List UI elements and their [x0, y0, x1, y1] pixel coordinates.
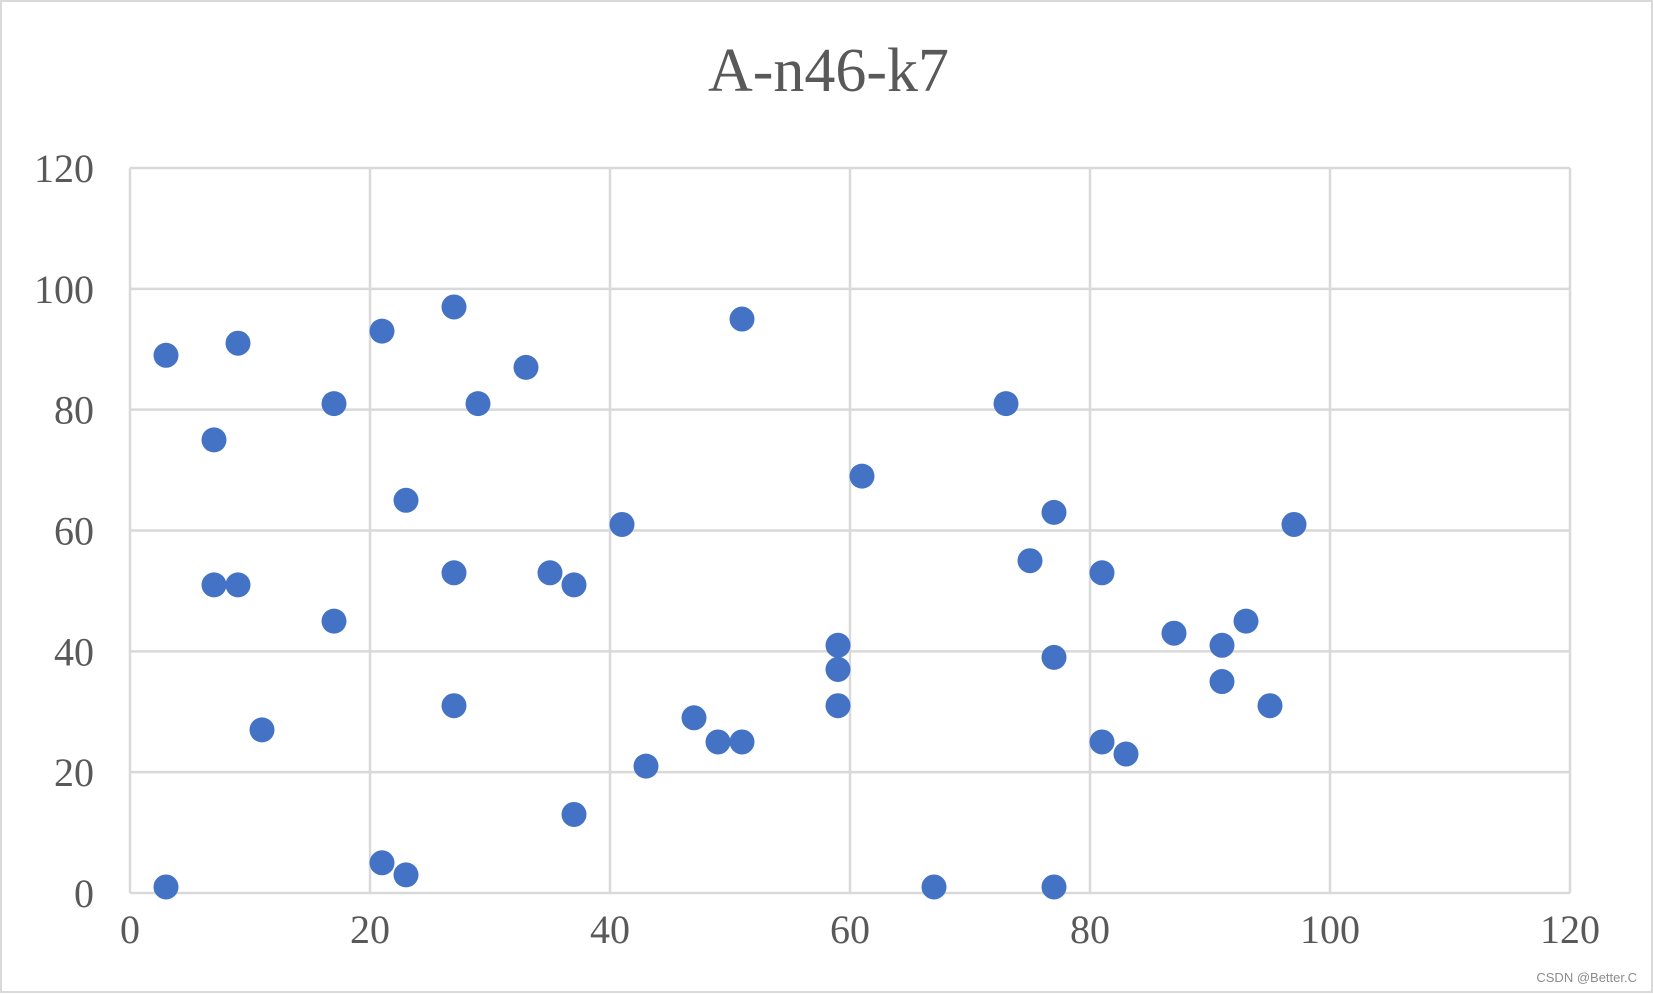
x-tick-label: 0 — [120, 907, 140, 952]
data-point — [393, 487, 419, 513]
data-point — [465, 391, 491, 417]
data-point — [537, 560, 563, 586]
data-point — [561, 572, 587, 598]
data-point — [825, 656, 851, 682]
y-tick-label: 40 — [54, 629, 94, 674]
y-tick-label: 80 — [54, 388, 94, 433]
y-tick-label: 0 — [74, 871, 94, 916]
y-tick-label: 120 — [34, 146, 94, 191]
data-point — [441, 560, 467, 586]
data-point — [561, 801, 587, 827]
data-point — [513, 354, 539, 380]
data-point — [201, 427, 227, 453]
data-point — [681, 705, 707, 731]
data-point — [1089, 729, 1115, 755]
data-point — [921, 874, 947, 900]
data-point — [705, 729, 731, 755]
data-point — [849, 463, 875, 489]
data-point — [1209, 669, 1235, 695]
data-point — [153, 342, 179, 368]
x-tick-label: 20 — [350, 907, 390, 952]
data-point — [609, 511, 635, 537]
data-point — [633, 753, 659, 779]
data-point — [225, 572, 251, 598]
data-point — [441, 693, 467, 719]
data-point — [1161, 620, 1187, 646]
grid-layer — [128, 166, 1572, 895]
data-point — [1041, 644, 1067, 670]
data-point — [1041, 499, 1067, 525]
data-point — [825, 632, 851, 658]
data-point — [441, 294, 467, 320]
data-point — [321, 608, 347, 634]
data-point — [369, 850, 395, 876]
data-point — [1017, 548, 1043, 574]
data-point — [729, 306, 755, 332]
data-point — [825, 693, 851, 719]
axis-layer: 0 20 40 60 80 100 120 0 20 40 60 80 100 120 — [34, 146, 1600, 952]
data-point — [393, 862, 419, 888]
data-point — [1089, 560, 1115, 586]
y-tick-label: 20 — [54, 750, 94, 795]
data-point — [729, 729, 755, 755]
x-tick-label: 60 — [830, 907, 870, 952]
y-tick-label: 100 — [34, 267, 94, 312]
x-tick-label: 80 — [1070, 907, 1110, 952]
data-point — [153, 874, 179, 900]
y-tick-label: 60 — [54, 509, 94, 554]
x-tick-label: 120 — [1540, 907, 1600, 952]
watermark: CSDN @Better.C — [1536, 970, 1637, 985]
data-point — [1233, 608, 1259, 634]
data-point — [369, 318, 395, 344]
data-point — [1281, 511, 1307, 537]
data-point — [321, 391, 347, 417]
data-point — [1113, 741, 1139, 767]
x-tick-label: 100 — [1300, 907, 1360, 952]
x-tick-label: 40 — [590, 907, 630, 952]
data-point — [1209, 632, 1235, 658]
data-point — [225, 330, 251, 356]
points-layer — [153, 294, 1307, 900]
data-point — [1257, 693, 1283, 719]
data-point — [993, 391, 1019, 417]
data-point — [1041, 874, 1067, 900]
data-point — [249, 717, 275, 743]
chart-title: A-n46-k7 — [707, 37, 950, 105]
data-point — [201, 572, 227, 598]
